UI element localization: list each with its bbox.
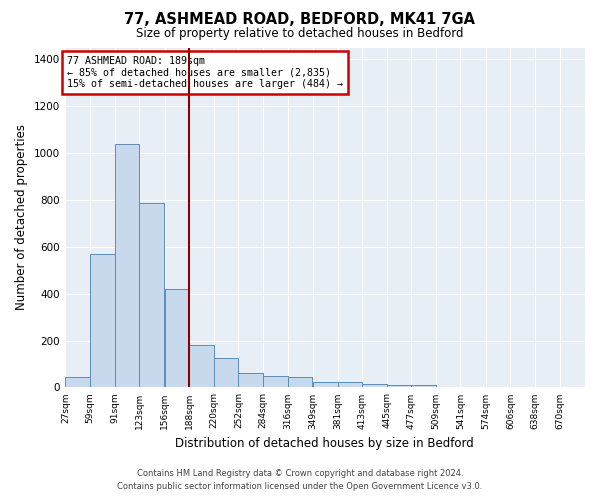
Bar [214, 358, 238, 388]
Bar [387, 385, 411, 388]
X-axis label: Distribution of detached houses by size in Bedford: Distribution of detached houses by size … [175, 437, 474, 450]
Bar [238, 374, 263, 388]
Bar [362, 384, 387, 388]
Y-axis label: Number of detached properties: Number of detached properties [15, 124, 28, 310]
Bar [115, 144, 139, 388]
Bar [65, 377, 90, 388]
Text: Contains HM Land Registry data © Crown copyright and database right 2024.
Contai: Contains HM Land Registry data © Crown c… [118, 470, 482, 491]
Text: Size of property relative to detached houses in Bedford: Size of property relative to detached ho… [136, 28, 464, 40]
Bar [287, 377, 312, 388]
Bar [189, 345, 214, 388]
Bar [263, 376, 287, 388]
Bar [90, 254, 115, 388]
Text: 77, ASHMEAD ROAD, BEDFORD, MK41 7GA: 77, ASHMEAD ROAD, BEDFORD, MK41 7GA [125, 12, 476, 28]
Bar [411, 385, 436, 388]
Bar [338, 382, 362, 388]
Bar [313, 382, 338, 388]
Text: 77 ASHMEAD ROAD: 189sqm
← 85% of detached houses are smaller (2,835)
15% of semi: 77 ASHMEAD ROAD: 189sqm ← 85% of detache… [67, 56, 343, 89]
Bar [139, 204, 164, 388]
Bar [164, 289, 189, 388]
